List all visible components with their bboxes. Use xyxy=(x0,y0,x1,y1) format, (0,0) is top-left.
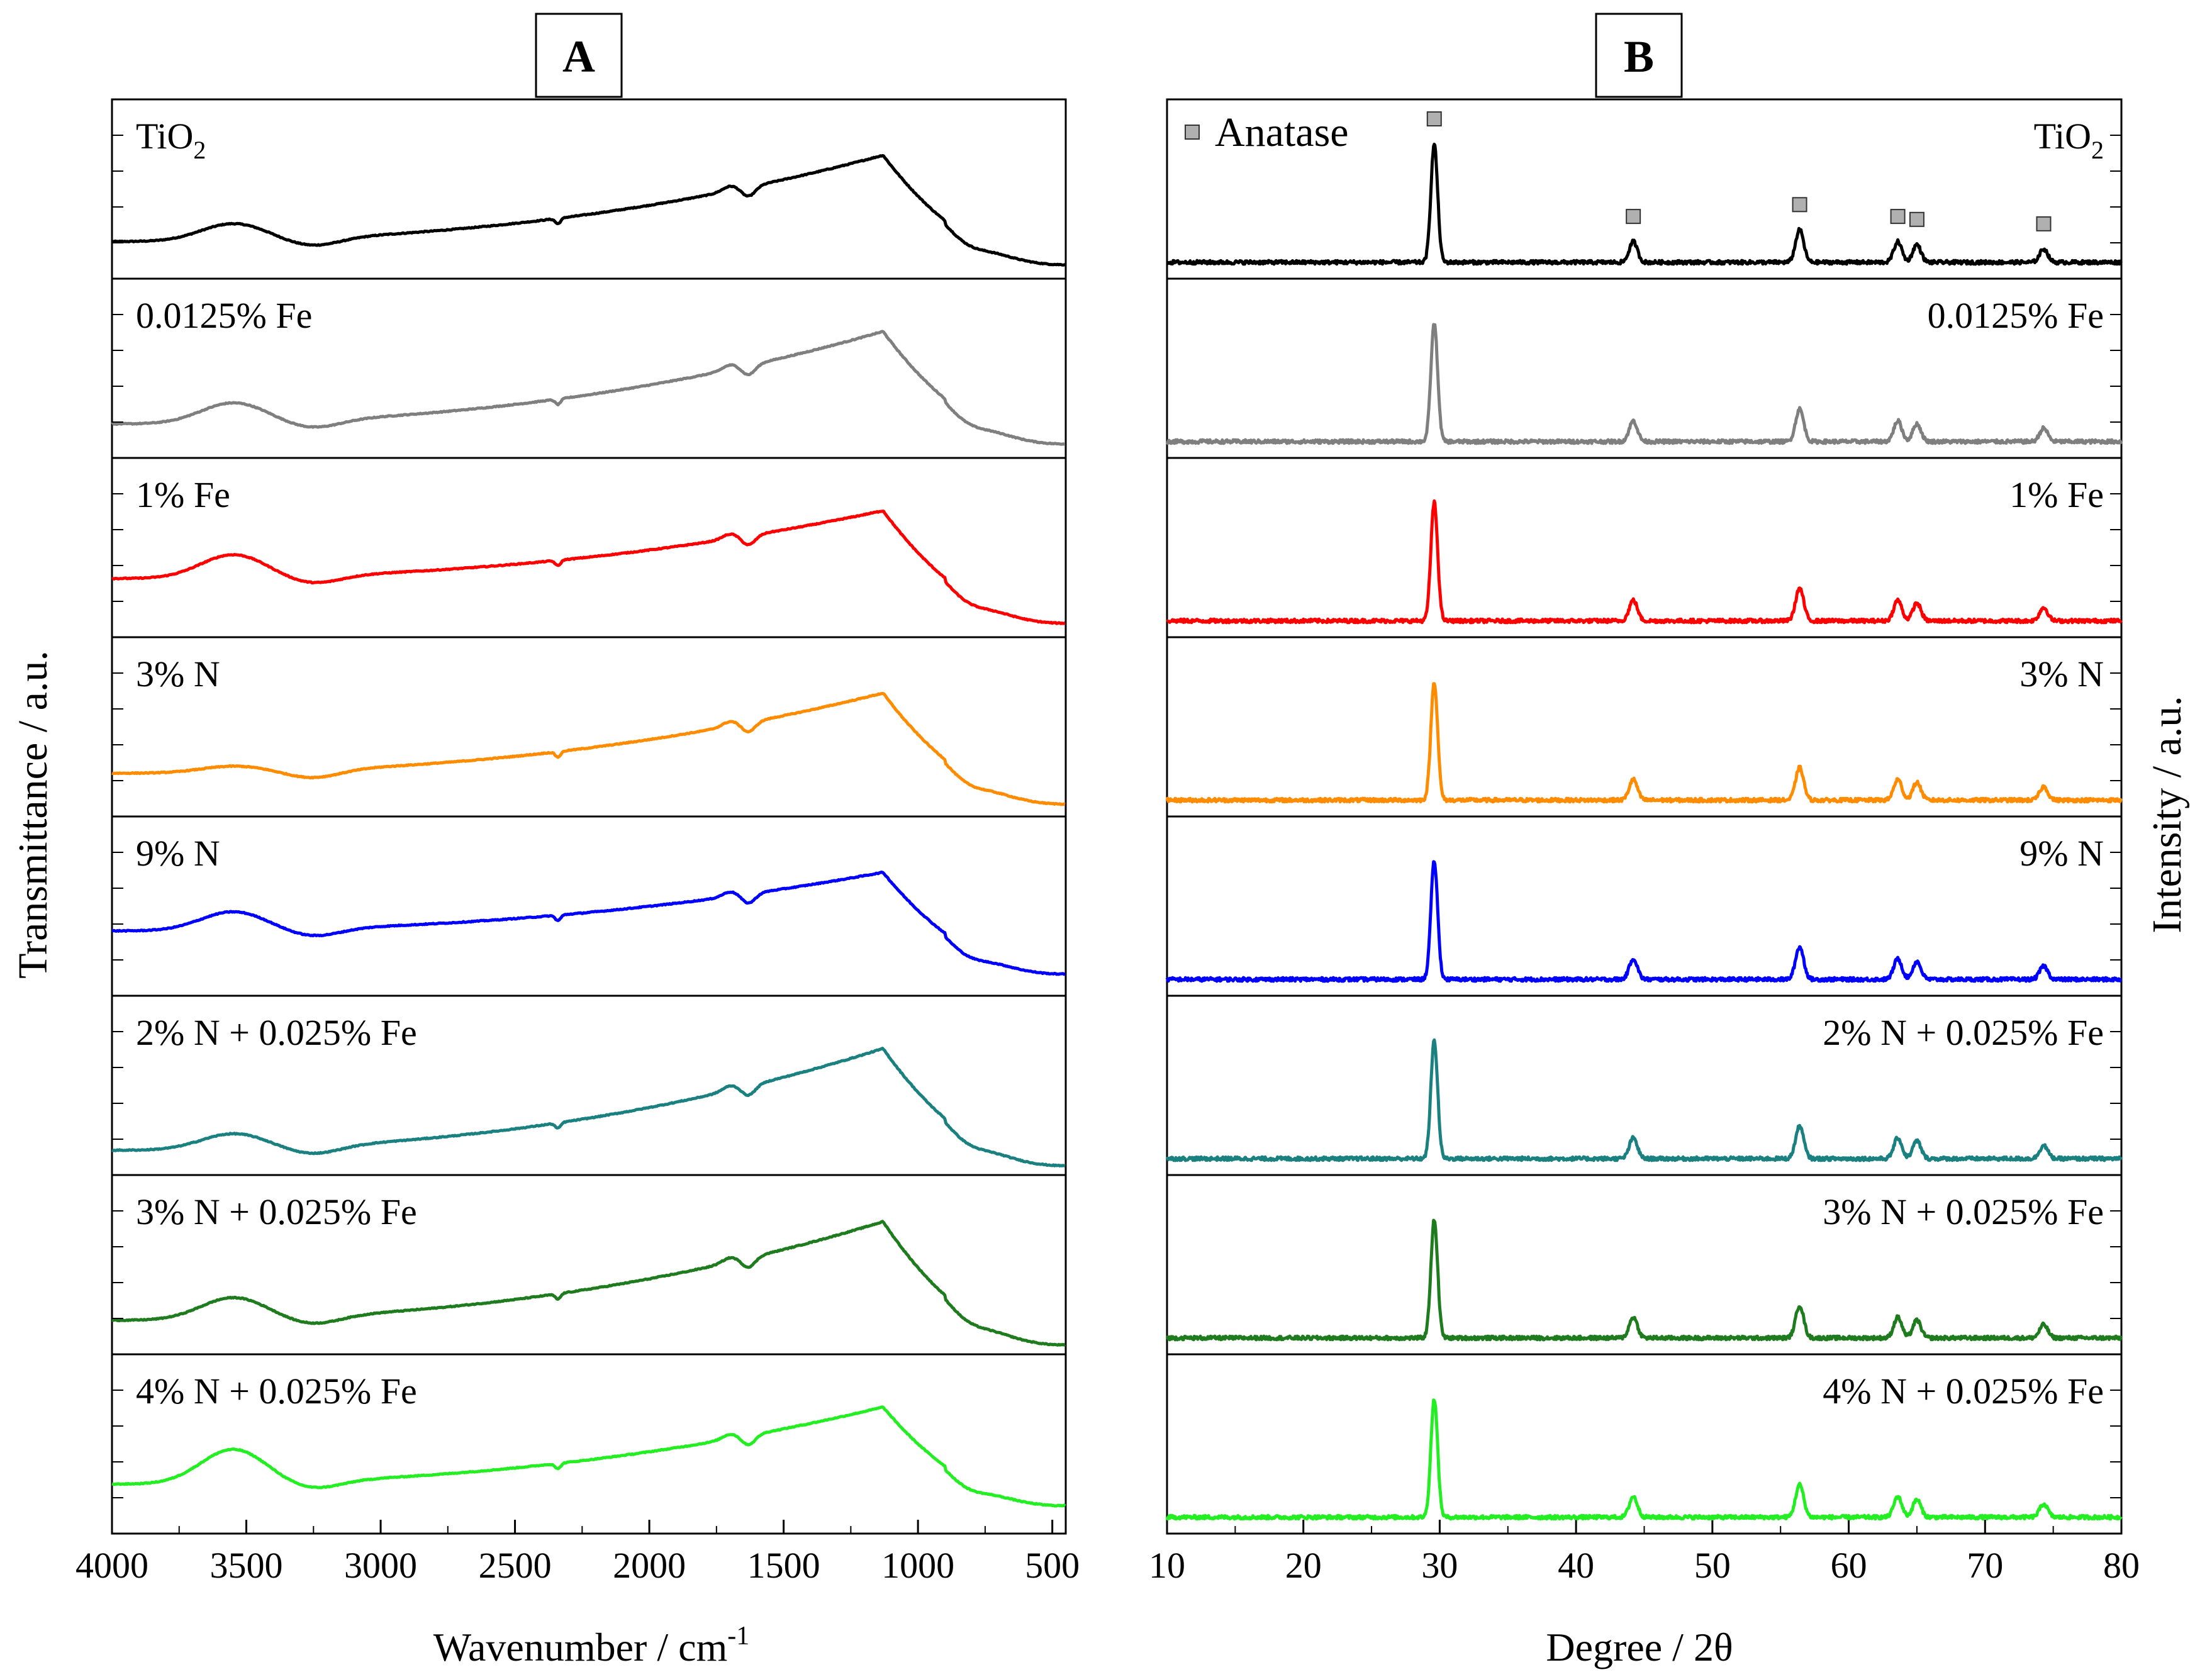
ftir-series-line xyxy=(111,510,1066,625)
xrd-series-label-text: 4% N + 0.025% Fe xyxy=(1823,1371,2104,1412)
anatase-marker xyxy=(1626,209,1641,225)
xrd-ylabel: Intensity / a.u. xyxy=(2144,696,2190,933)
ftir-series-label-text: 9% N xyxy=(136,833,220,874)
panel-a-label-box xyxy=(535,13,623,98)
ftir-x-tick-label: 2500 xyxy=(479,1545,552,1586)
xrd-x-tick-label: 50 xyxy=(1694,1545,1731,1586)
ftir-xlabel: Wavenumber / cm-1 xyxy=(433,1622,750,1669)
anatase-marker xyxy=(1909,211,1924,227)
ftir-series-label: 4% N + 0.025% Fe xyxy=(136,1371,417,1412)
xrd-series-label-text: TiO xyxy=(2034,116,2091,157)
ftir-series-line xyxy=(111,153,1066,267)
ftir-series-label-text: 1% Fe xyxy=(136,474,230,515)
xrd-series-label-text: 2% N + 0.025% Fe xyxy=(1823,1012,2104,1053)
panel-a-label: A xyxy=(562,31,595,82)
anatase-legend-marker xyxy=(1185,125,1200,140)
xrd-series-label: 9% N xyxy=(2019,833,2104,874)
xrd-x-tick-label: 20 xyxy=(1285,1545,1322,1586)
xrd-x-tick-label: 80 xyxy=(2103,1545,2140,1586)
anatase-marker xyxy=(1426,111,1442,126)
ftir-x-tick-label: 500 xyxy=(1025,1545,1080,1586)
xrd-series-line xyxy=(1166,142,2123,266)
xrd-x-tick-label: 40 xyxy=(1558,1545,1594,1586)
xrd-x-tick-label: 30 xyxy=(1421,1545,1458,1586)
xrd-series-label: TiO2 xyxy=(2034,116,2104,164)
ftir-series-label: 9% N xyxy=(136,833,220,874)
anatase-marker xyxy=(1890,209,1906,225)
xrd-series-label: 0.0125% Fe xyxy=(1928,295,2104,336)
xrd-series-label: 1% Fe xyxy=(2009,474,2104,515)
panel-b-label: B xyxy=(1624,31,1654,82)
xrd-xlabel: Degree / 2θ xyxy=(1546,1625,1733,1669)
ftir-series-line xyxy=(111,692,1066,806)
ftir-xlabel-text: Wavenumber / cm xyxy=(433,1625,728,1669)
xrd-series-line xyxy=(1166,1218,2123,1342)
xrd-series-label: 4% N + 0.025% Fe xyxy=(1823,1371,2104,1412)
ftir-series-label-text: 0.0125% Fe xyxy=(136,295,312,336)
ftir-xlabel-sup: -1 xyxy=(727,1622,749,1651)
ftir-x-tick-label: 1000 xyxy=(881,1545,954,1586)
xrd-series-label-text: 3% N + 0.025% Fe xyxy=(1823,1191,2104,1232)
ftir-series-label: TiO2 xyxy=(136,116,206,164)
panel-a-header: A xyxy=(535,13,623,98)
xrd-panel: 10 20 30 40 50 60 70 80 TiO2 Anatase 0.0125% Fe 1% … xyxy=(1149,98,2140,1586)
panel-b-label-box xyxy=(1595,13,1683,98)
ftir-series-label-text: 3% N xyxy=(136,654,220,694)
ftir-series-label-sub: 2 xyxy=(193,136,206,164)
xrd-series-label: 3% N xyxy=(2019,654,2104,694)
xrd-series-label-text: 3% N xyxy=(2019,654,2104,694)
anatase-marker xyxy=(1792,197,1807,213)
ftir-x-tick-label: 1500 xyxy=(747,1545,820,1586)
xrd-series-line xyxy=(1165,682,2123,804)
ftir-x-tick-label: 3500 xyxy=(210,1545,283,1586)
ftir-x-tick-label: 2000 xyxy=(613,1545,686,1586)
xrd-series-line xyxy=(1165,323,2123,445)
xrd-series-label-sub: 2 xyxy=(2091,136,2104,164)
ftir-series-line xyxy=(111,1405,1066,1508)
ftir-series-label: 1% Fe xyxy=(136,474,230,515)
panel-b-header: B xyxy=(1595,13,1683,98)
ftir-x-tick-label: 4000 xyxy=(75,1545,148,1586)
xrd-series-line xyxy=(1165,1038,2123,1162)
ftir-series-line xyxy=(111,1047,1066,1167)
ftir-series-label-text: 4% N + 0.025% Fe xyxy=(136,1371,417,1412)
xrd-x-tick-label: 60 xyxy=(1831,1545,1867,1586)
ftir-series-label-text: TiO xyxy=(136,116,193,157)
ftir-series-label: 0.0125% Fe xyxy=(136,295,312,336)
ftir-series-line xyxy=(111,1220,1066,1347)
ftir-series-line xyxy=(111,330,1066,446)
xrd-x-tick-label: 70 xyxy=(1967,1545,2003,1586)
xrd-series-label: 2% N + 0.025% Fe xyxy=(1823,1012,2104,1053)
xrd-series-line xyxy=(1165,1398,2123,1521)
ftir-series-label: 3% N + 0.025% Fe xyxy=(136,1191,417,1232)
xrd-series-line xyxy=(1165,860,2123,983)
ftir-series-label: 3% N xyxy=(136,654,220,694)
ftir-x-tick-label: 3000 xyxy=(344,1545,417,1586)
ftir-panel: 4000 3500 3000 2500 2000 1500 1000 500 TiO2 0.012… xyxy=(75,98,1080,1586)
anatase-legend-label: Anatase xyxy=(1215,109,1349,155)
xrd-series-label-text: 0.0125% Fe xyxy=(1928,295,2104,336)
xrd-series-line xyxy=(1166,499,2123,625)
anatase-marker xyxy=(2036,216,2052,231)
ftir-series-line xyxy=(111,871,1066,976)
ftir-ylabel: Transmittance / a.u. xyxy=(10,650,56,979)
ftir-series-label-text: 2% N + 0.025% Fe xyxy=(136,1012,417,1053)
ftir-series-label-text: 3% N + 0.025% Fe xyxy=(136,1191,417,1232)
xrd-series-label: 3% N + 0.025% Fe xyxy=(1823,1191,2104,1232)
ftir-series-label: 2% N + 0.025% Fe xyxy=(136,1012,417,1053)
xrd-series-label-text: 9% N xyxy=(2019,833,2104,874)
xrd-x-tick-label: 10 xyxy=(1149,1545,1185,1586)
xrd-series-label-text: 1% Fe xyxy=(2009,474,2104,515)
